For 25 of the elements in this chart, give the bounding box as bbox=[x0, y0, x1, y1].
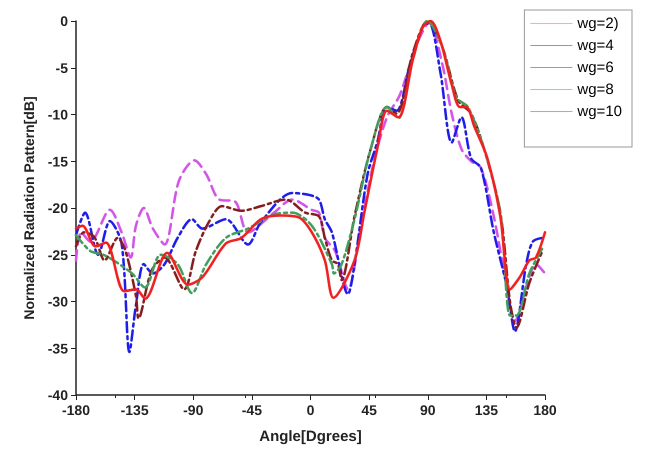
y-tick-label: -15 bbox=[48, 153, 68, 170]
y-tick-label: -40 bbox=[48, 387, 68, 403]
x-tick-label: -180 bbox=[62, 402, 90, 418]
x-tick-label: -135 bbox=[120, 402, 149, 418]
x-tick-label: 180 bbox=[533, 402, 557, 418]
x-axis-title: Angle[Dgrees] bbox=[259, 428, 362, 445]
y-axis-title: Normalized Radiation Pattern[dB] bbox=[21, 96, 37, 320]
y-tick-label: -35 bbox=[48, 340, 68, 356]
y-tick-label: 0 bbox=[60, 13, 68, 29]
legend-label: wg=4 bbox=[576, 37, 614, 54]
legend-label: wg=8 bbox=[576, 81, 614, 98]
x-tick-label: 0 bbox=[306, 402, 315, 418]
y-tick-label: -25 bbox=[48, 246, 68, 263]
x-tick-label: 90 bbox=[420, 402, 436, 418]
legend-label: wg=6 bbox=[576, 59, 614, 76]
legend-label: wg=10 bbox=[576, 103, 622, 120]
x-tick-label: 135 bbox=[474, 402, 498, 418]
x-tick-label: -90 bbox=[183, 402, 204, 418]
y-tick-label: -30 bbox=[48, 294, 68, 310]
x-tick-label: 45 bbox=[361, 402, 378, 418]
y-tick-label: -20 bbox=[48, 200, 68, 216]
legend-label: wg=2) bbox=[576, 15, 619, 32]
x-tick-label: -45 bbox=[242, 402, 262, 418]
y-tick-label: -5 bbox=[56, 60, 68, 76]
y-tick-label: -10 bbox=[48, 106, 68, 122]
